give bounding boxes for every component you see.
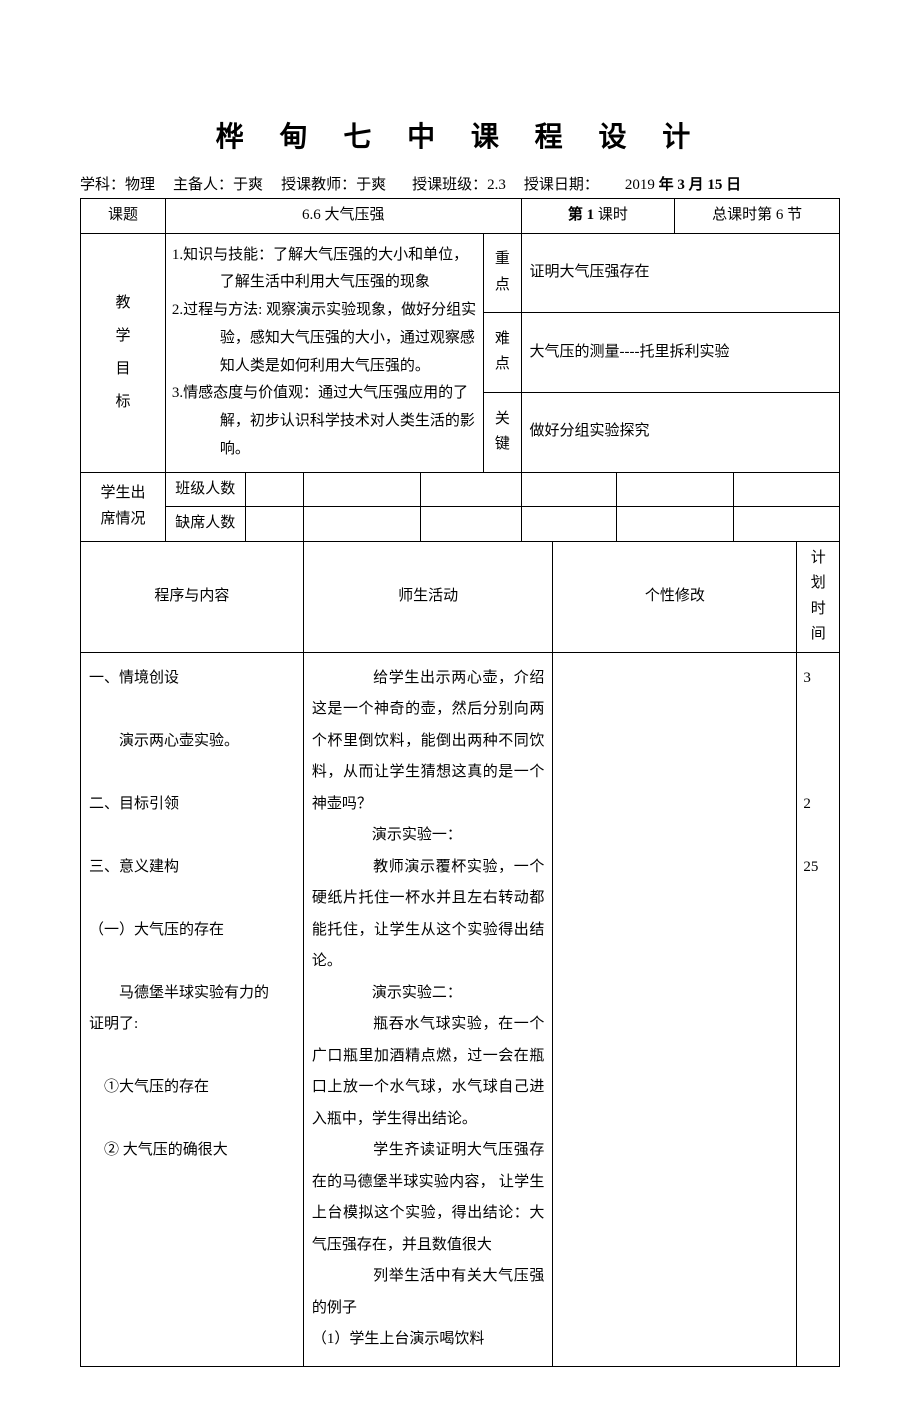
attendance-cell [617, 507, 734, 542]
content-line: 三、意义建构 [89, 852, 295, 884]
content-line: （1）学生上台演示喝饮料 [312, 1324, 544, 1356]
attendance-cell [521, 472, 617, 507]
table-row: 教学目标 1.知识与技能：了解大气压强的大小和单位， 了解生活中利用大气压强的现… [81, 233, 840, 313]
attendance-cell [733, 507, 839, 542]
time-header: 计划时间 [797, 541, 840, 652]
content-line [89, 1041, 295, 1073]
content-line: 马德堡半球实验有力的 [89, 978, 295, 1010]
key-value: 做好分组实验探究 [521, 392, 840, 472]
attendance-cell [420, 472, 521, 507]
content-line: 演示实验一： [312, 820, 544, 852]
topic-value: 6.6 大气压强 [165, 199, 521, 234]
procedure-header: 程序与内容 [81, 541, 304, 652]
difficulty-value: 大气压的测量----托里拆利实验 [521, 313, 840, 393]
table-row: 程序与内容 师生活动 个性修改 计划时间 [81, 541, 840, 652]
time-content: 3 2 25 [797, 652, 840, 1366]
attendance-cell [245, 472, 303, 507]
content-line [89, 694, 295, 726]
objectives-content: 1.知识与技能：了解大气压强的大小和单位， 了解生活中利用大气压强的现象 2.过… [165, 233, 483, 472]
topic-label: 课题 [81, 199, 166, 234]
preparer-value: 于爽 [233, 177, 263, 193]
objective-item: 1.知识与技能：了解大气压强的大小和单位， 了解生活中利用大气压强的现象 [172, 242, 477, 298]
content-line: ①大气压的存在 [89, 1072, 295, 1104]
content-line [89, 1104, 295, 1136]
time-value: 25 [803, 852, 833, 884]
class-count-label: 班级人数 [165, 472, 245, 507]
emphasis-label: 重点 [484, 233, 521, 313]
total-label: 总课时第 6 节 [675, 199, 840, 234]
key-label: 关键 [484, 392, 521, 472]
difficulty-label: 难点 [484, 313, 521, 393]
instructor-label: 授课教师： [281, 177, 356, 193]
table-row: 学生出席情况 班级人数 [81, 472, 840, 507]
revision-content [553, 652, 797, 1366]
class-label: 授课班级： [412, 177, 487, 193]
date-rest: 年 3 月 15 日 [655, 177, 741, 193]
emphasis-value: 证明大气压强存在 [521, 233, 840, 313]
period-label: 第 1 课时 [521, 199, 675, 234]
content-line: 一、情境创设 [89, 663, 295, 695]
activity-header: 师生活动 [303, 541, 552, 652]
instructor-value: 于爽 [356, 177, 386, 193]
content-line: 演示实验二： [312, 978, 544, 1010]
attendance-cell [733, 472, 839, 507]
content-line: 二、目标引领 [89, 789, 295, 821]
objectives-side-label: 教学目标 [81, 233, 166, 472]
lesson-plan-table: 课题 6.6 大气压强 第 1 课时 总课时第 6 节 教学目标 1.知识与技能… [80, 198, 840, 1367]
date-label: 授课日期： [524, 177, 599, 193]
attendance-cell [245, 507, 303, 542]
attendance-cell [521, 507, 617, 542]
content-line: 列举生活中有关大气压强的例子 [312, 1261, 544, 1324]
attendance-side-label: 学生出席情况 [81, 472, 166, 541]
content-line: 学生齐读证明大气压强存在的马德堡半球实验内容， 让学生上台模拟这个实验，得出结论… [312, 1135, 544, 1261]
time-value: 2 [803, 789, 833, 821]
subject-label: 学科： [80, 177, 125, 193]
revision-header: 个性修改 [553, 541, 797, 652]
page-title: 桦 甸 七 中 课 程 设 计 [80, 115, 840, 155]
table-row: 缺席人数 [81, 507, 840, 542]
subject-value: 物理 [125, 177, 155, 193]
content-line: （一）大气压的存在 [89, 915, 295, 947]
procedure-content: 一、情境创设 演示两心壶实验。 二、目标引领 三、意义建构 （一）大气压的存在 … [81, 652, 304, 1366]
table-row: 一、情境创设 演示两心壶实验。 二、目标引领 三、意义建构 （一）大气压的存在 … [81, 652, 840, 1366]
attendance-cell [420, 507, 521, 542]
date-year: 2019 [625, 177, 655, 193]
meta-line: 学科：物理主备人：于爽授课教师：于爽授课班级：2.3授课日期：2019 年 3 … [80, 173, 840, 197]
content-line: 教师演示覆杯实验，一个硬纸片托住一杯水并且左右转动都能托住，让学生从这个实验得出… [312, 852, 544, 978]
table-row: 课题 6.6 大气压强 第 1 课时 总课时第 6 节 [81, 199, 840, 234]
content-line [89, 757, 295, 789]
absent-count-label: 缺席人数 [165, 507, 245, 542]
content-line [89, 883, 295, 915]
content-line: 演示两心壶实验。 [89, 726, 295, 758]
objective-item: 3.情感态度与价值观：通过大气压强应用的了解，初步认识科学技术对人类生活的影响。 [172, 380, 477, 463]
content-line: 证明了: [89, 1009, 295, 1041]
preparer-label: 主备人： [173, 177, 233, 193]
content-line: 给学生出示两心壶，介绍这是一个神奇的壶，然后分别向两个杯里倒饮料，能倒出两种不同… [312, 663, 544, 821]
content-line [89, 820, 295, 852]
attendance-cell [617, 472, 734, 507]
content-line: ② 大气压的确很大 [89, 1135, 295, 1167]
activity-content: 给学生出示两心壶，介绍这是一个神奇的壶，然后分别向两个杯里倒饮料，能倒出两种不同… [303, 652, 552, 1366]
content-line: 瓶吞水气球实验，在一个广口瓶里加酒精点燃，过一会在瓶口上放一个水气球，水气球自己… [312, 1009, 544, 1135]
objective-item: 2.过程与方法: 观察演示实验现象，做好分组实验，感知大气压强的大小，通过观察感… [172, 297, 477, 380]
attendance-cell [303, 472, 420, 507]
class-value: 2.3 [487, 177, 506, 193]
content-line [89, 946, 295, 978]
attendance-cell [303, 507, 420, 542]
time-value: 3 [803, 663, 833, 695]
